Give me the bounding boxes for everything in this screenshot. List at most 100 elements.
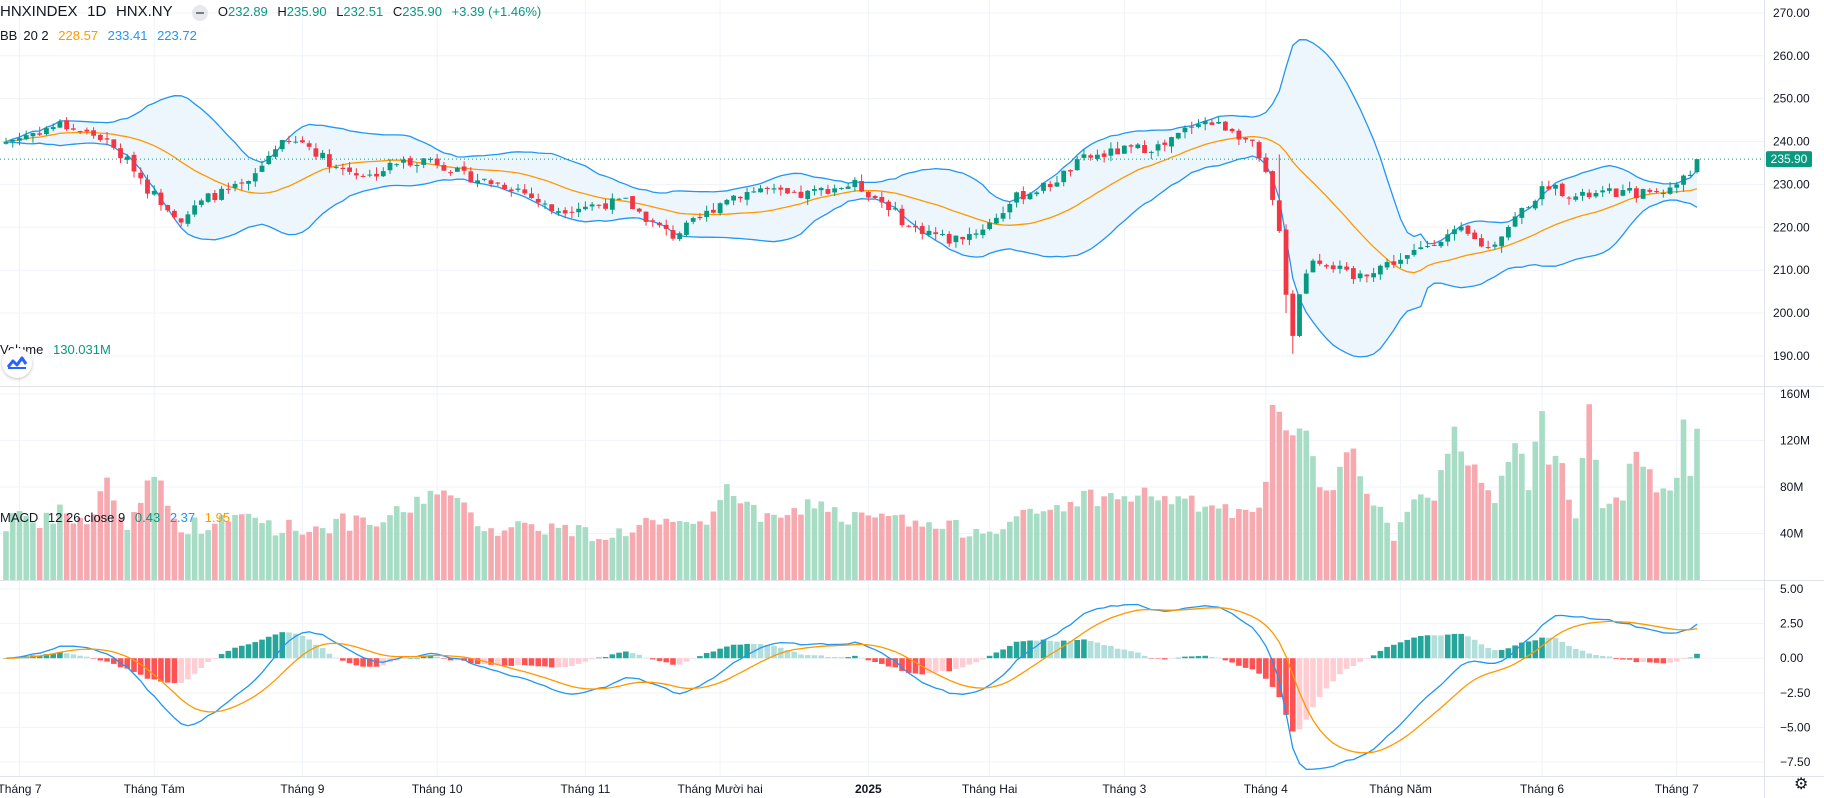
volume-bar [1539,411,1545,580]
candle-body [273,149,278,157]
candle [239,178,245,191]
macd-hist-bar [879,658,885,664]
volume-bar [939,528,946,580]
macd-hist-bar [730,644,737,659]
macd-hist-bar [474,658,481,665]
price-tick-label: 190.00 [1773,349,1810,363]
candle-body [657,222,662,226]
candle [1674,181,1680,194]
candle [172,209,177,220]
candle-body [508,189,514,192]
candle-body [124,156,130,160]
candle [515,183,521,193]
volume-bar [1694,428,1700,580]
volume-bar [1128,501,1134,580]
candle-body [1229,128,1235,132]
volume-bar [218,515,225,580]
candle-body [1485,247,1491,249]
volume-bar [818,501,824,580]
candle [946,231,952,247]
candle-body [697,216,703,219]
macd-hist-bar [616,652,622,659]
macd-hist-bar [501,658,508,666]
symbol-legend[interactable]: HNXINDEX 1D HNX.NY O232.89 H235.90 L232.… [0,4,547,21]
candle [1108,142,1114,162]
candle-body [1633,188,1639,199]
volume-bar [892,515,899,580]
volume-bar [488,528,494,580]
candle [919,222,925,240]
candle-body [589,204,595,207]
candle [178,218,184,227]
candle-body [293,141,299,143]
tradingview-logo-icon[interactable] [2,348,32,378]
candle [1465,224,1471,236]
candle-body [145,179,150,194]
volume-bar [1471,464,1478,580]
macd-hist-bar [1195,656,1202,659]
candle [758,185,763,193]
candle [1505,225,1511,241]
candle [1202,117,1208,131]
candle-body [259,165,265,172]
macd-hist-bar [872,658,878,663]
volume-bar [1579,457,1586,580]
candle-body [30,133,36,137]
candle [1660,189,1666,198]
candle [582,201,588,211]
volume-bar [858,512,865,580]
gear-icon[interactable]: ⚙ [1794,776,1809,793]
macd-hist-bar [959,658,966,668]
macd-hist-bar [1067,641,1074,659]
macd-hist-bar [757,644,764,659]
macd-hist-bar [164,658,171,683]
volume-bar [1370,505,1377,580]
bb-legend[interactable]: BB 20 2 228.57 233.41 223.72 [0,28,203,44]
close-value: 235.90 [402,4,442,19]
candle [44,126,49,136]
symbol-name[interactable]: HNXINDEX [0,3,78,20]
macd-hist-bar [569,658,575,666]
macd-hist-bar [589,658,595,660]
volume-bar [434,494,440,580]
candle [1095,149,1100,162]
candle [380,167,386,178]
macd-hist-bar [495,658,501,665]
macd-hist-bar [1289,658,1296,732]
candle-body [1593,192,1599,197]
volume-bar [414,496,420,580]
macd-hist-bar [683,658,690,662]
candle-body [172,210,177,218]
macd-tick-label: −5.00 [1780,721,1811,735]
candle [812,185,817,196]
minus-icon[interactable] [192,4,209,21]
candle-body [1081,154,1087,158]
volume-bar [474,526,481,580]
candle-body [1660,192,1666,194]
candle [50,123,56,132]
macd-hist-bar [1007,645,1013,659]
candle-body [1270,171,1275,200]
candle [1593,189,1599,199]
macd-tick-label: 2.50 [1780,617,1804,631]
macd-hist-bar [1620,658,1626,660]
candle [1519,207,1525,224]
macd-legend[interactable]: MACD 12 26 close 9 0.43 2.37 1.95 [0,510,236,526]
candle-body [374,173,379,177]
volume-bar [872,517,878,580]
candle [1667,181,1673,195]
candle [225,182,231,194]
volume-bar [831,507,838,580]
macd-hist-bar [852,655,858,659]
candle [333,164,339,170]
candle [1142,140,1147,154]
volume-bar [589,541,595,580]
price-tick-label: 210.00 [1773,263,1810,277]
macd-hist-bar [1471,639,1478,659]
open-label: O [217,4,229,19]
volume-bar [932,528,939,580]
volume-bar [501,530,508,580]
volume-bar [1593,459,1599,580]
macd-hist-bar [1377,650,1384,659]
